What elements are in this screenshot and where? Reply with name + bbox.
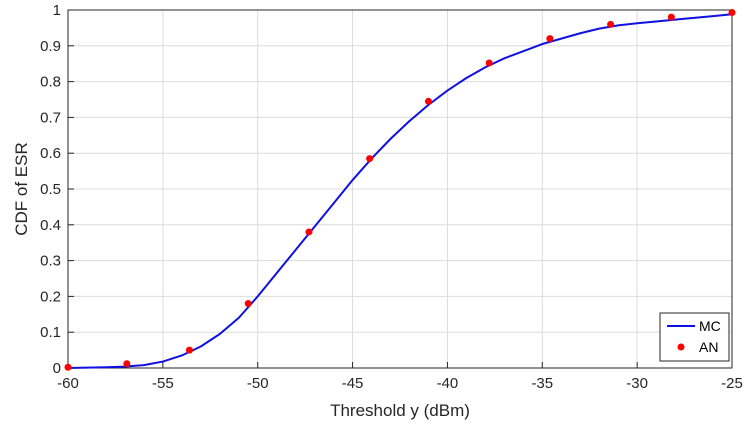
series-an-point	[667, 13, 675, 21]
series-mc-line	[67, 13, 733, 369]
series-an-point	[485, 59, 493, 67]
x-tick-label: -35	[531, 375, 553, 392]
series-an-point	[64, 363, 72, 371]
y-tick-label: 0.8	[40, 74, 61, 91]
y-axis: 0 0.1 0.2 0.3 0.4 0.5 0.6 0.7 0.8 0.9 1	[40, 2, 74, 377]
x-axis-label: Threshold y (dBm)	[330, 401, 470, 420]
x-tick-label: -25	[721, 375, 743, 392]
y-axis-label: CDF of ESR	[12, 142, 31, 236]
series-an-point	[546, 35, 554, 43]
series-an-point	[123, 360, 131, 368]
y-tick-label: 0.2	[40, 288, 61, 305]
x-tick-label: -55	[152, 375, 174, 392]
x-tick-label: -50	[247, 375, 269, 392]
x-axis: -60 -55 -50 -45 -40 -35 -30 -25	[57, 362, 743, 392]
legend-box	[659, 312, 730, 362]
y-tick-label: 1	[53, 2, 61, 19]
legend-mc-label: MC	[699, 318, 721, 334]
y-tick-label: 0.3	[40, 253, 61, 270]
y-tick-label: 0.7	[40, 109, 61, 126]
series-an-point	[305, 228, 313, 236]
x-tick-label: -45	[342, 375, 364, 392]
legend-an-label: AN	[699, 339, 718, 355]
x-tick-label: -60	[57, 375, 79, 392]
y-tick-label: 0.5	[40, 181, 61, 198]
series-an-point	[728, 9, 736, 17]
series-an-point	[424, 97, 432, 105]
legend: MC AN	[659, 312, 730, 362]
y-tick-label: 0.4	[40, 217, 61, 234]
series-an-point	[607, 20, 615, 28]
y-tick-label: 0.6	[40, 145, 61, 162]
y-tick-label: 0	[53, 360, 61, 377]
series-an-point	[185, 346, 193, 354]
series-layer	[64, 9, 736, 371]
x-tick-label: -40	[437, 375, 459, 392]
x-tick-label: -30	[626, 375, 648, 392]
y-tick-label: 0.9	[40, 38, 61, 55]
legend-an-marker-swatch	[677, 343, 685, 351]
series-an-point	[244, 300, 252, 308]
y-tick-label: 0.1	[40, 324, 61, 341]
series-an-point	[366, 155, 374, 163]
